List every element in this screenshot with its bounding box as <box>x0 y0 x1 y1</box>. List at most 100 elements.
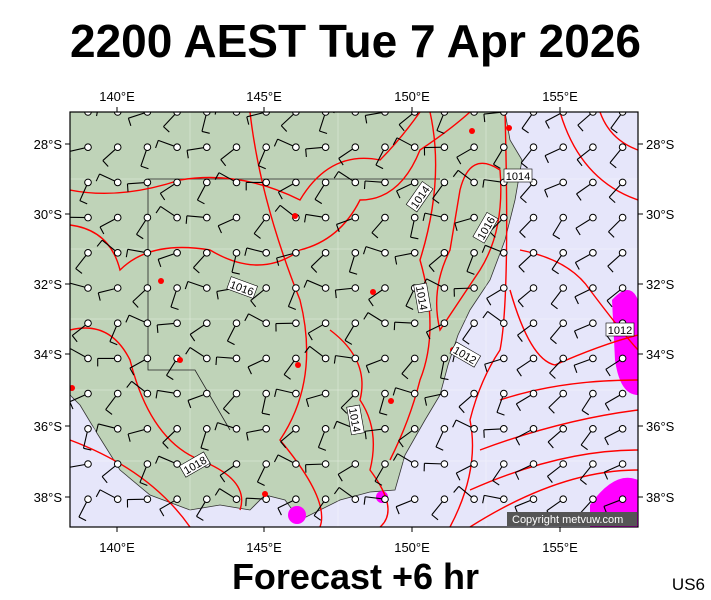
wind-barb <box>492 460 508 486</box>
wind-barb <box>70 282 92 292</box>
wind-barb <box>545 112 567 129</box>
wind-barb <box>70 460 92 476</box>
wind-barb <box>127 425 152 442</box>
lon-label: 155°E <box>542 540 578 555</box>
wind-barb <box>214 172 241 187</box>
wind-barbs <box>70 112 627 522</box>
wind-barb <box>261 389 271 416</box>
wind-barb <box>547 460 568 483</box>
wind-barb <box>163 112 181 133</box>
svg-text:1014: 1014 <box>506 171 530 183</box>
wind-barb <box>214 488 241 504</box>
wind-barb <box>514 495 538 515</box>
wind-barb <box>574 249 597 270</box>
wind-barb <box>424 389 449 406</box>
wind-barb <box>517 319 538 342</box>
wind-barb <box>520 143 538 169</box>
wind-barb <box>551 249 568 275</box>
wind-barb <box>423 143 449 156</box>
wind-barb <box>368 284 389 307</box>
wind-barb <box>157 249 181 268</box>
wind-barb <box>435 425 449 451</box>
wind-barb <box>159 178 181 201</box>
wind-barb <box>170 284 181 311</box>
wind-barb <box>481 244 508 257</box>
wind-barb <box>456 143 478 165</box>
wind-barb <box>549 319 568 345</box>
wind-barb <box>422 278 449 292</box>
wind-barb <box>244 313 271 328</box>
wind-barb <box>125 248 152 258</box>
wind-barb <box>393 319 419 331</box>
isobar-label: 1014 <box>503 168 533 183</box>
wind-barb <box>458 389 478 414</box>
wind-barb <box>576 178 597 201</box>
wind-barb <box>70 143 92 160</box>
wind-barb <box>333 486 360 504</box>
wind-barb <box>576 143 597 167</box>
wind-barb <box>185 347 211 363</box>
wind-barb <box>344 319 360 345</box>
wind-barb <box>604 389 627 411</box>
wind-barb <box>305 460 330 473</box>
wind-barb <box>95 173 122 187</box>
lon-label: 140°E <box>99 89 135 104</box>
wind-barb <box>105 389 122 415</box>
wind-barb <box>375 143 389 170</box>
wind-barb <box>303 279 330 292</box>
wind-barb <box>317 425 330 451</box>
wind-barb <box>307 319 330 341</box>
wind-barb <box>70 213 92 222</box>
wind-barb <box>486 284 508 306</box>
wind-barb <box>70 348 92 363</box>
wind-barb <box>549 354 568 379</box>
wind-barb <box>257 143 271 170</box>
lon-label: 140°E <box>99 540 135 555</box>
lat-label: 38°S <box>646 490 675 505</box>
isobar-label: 1012 <box>605 322 635 337</box>
wind-barb <box>246 112 270 125</box>
wind-barb <box>84 112 92 116</box>
wind-barb <box>518 249 538 273</box>
wind-barb <box>71 319 92 343</box>
wind-barb <box>337 460 360 482</box>
wind-barb <box>222 389 241 415</box>
wind-barb <box>184 280 211 292</box>
wind-barb <box>484 354 508 373</box>
wind-barb <box>102 143 122 167</box>
wind-barb <box>493 143 508 169</box>
wind-barb <box>193 249 211 274</box>
wind-barb <box>422 212 449 222</box>
isobars <box>70 112 638 527</box>
wind-barb <box>521 112 538 134</box>
wind-barb <box>196 178 211 205</box>
wind-barb <box>162 425 181 449</box>
land <box>70 112 523 521</box>
wind-barb <box>132 284 152 308</box>
wind-barb <box>79 178 92 205</box>
wind-barb <box>580 425 597 451</box>
wind-barb <box>365 354 389 374</box>
wind-barb <box>109 319 122 346</box>
wind-barb <box>155 455 181 468</box>
wind-barb <box>573 354 597 373</box>
wind-barb <box>607 249 627 273</box>
wind-barb <box>605 354 627 377</box>
wind-barb <box>452 419 478 433</box>
wind-barb <box>139 460 152 487</box>
lat-label: 34°S <box>34 347 63 362</box>
wind-barb <box>548 389 568 414</box>
lat-label: 34°S <box>646 347 675 362</box>
wind-barb <box>363 495 389 505</box>
wind-barb <box>552 213 568 240</box>
wind-barb <box>378 389 389 416</box>
wind-barb <box>514 460 538 480</box>
wind-barb <box>609 143 627 169</box>
wind-barb <box>544 178 568 198</box>
wind-barb <box>186 143 211 159</box>
wind-barb <box>333 112 360 116</box>
wind-barb <box>608 213 627 238</box>
wind-barb <box>371 213 389 239</box>
wind-barb <box>276 249 300 266</box>
wind-barb <box>126 495 152 508</box>
